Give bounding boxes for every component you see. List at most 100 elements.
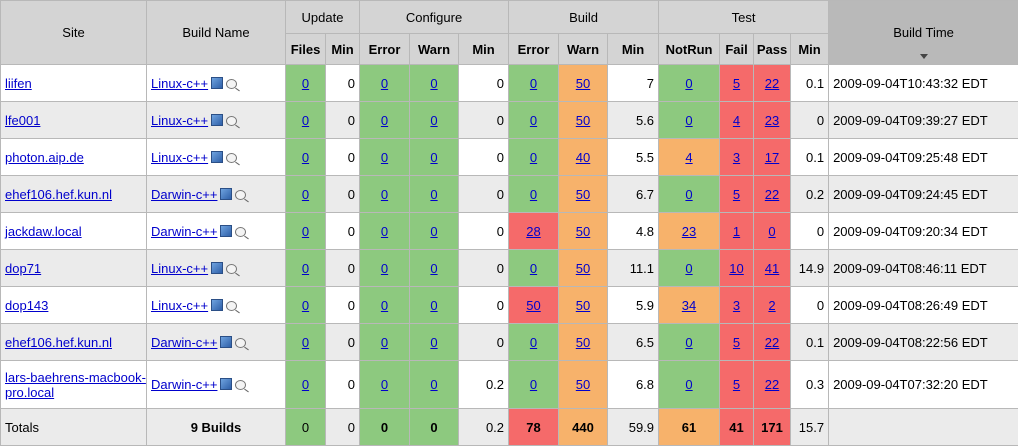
build-details-icon[interactable] bbox=[220, 188, 232, 200]
configure-error-link[interactable]: 0 bbox=[381, 76, 388, 91]
build-name-link[interactable]: Linux-c++ bbox=[151, 261, 208, 276]
build-warn-link[interactable]: 50 bbox=[576, 377, 590, 392]
site-link[interactable]: jackdaw.local bbox=[5, 224, 82, 239]
notes-magnifier-icon[interactable] bbox=[235, 227, 246, 237]
configure-warn-link[interactable]: 0 bbox=[430, 224, 437, 239]
build-error-link[interactable]: 0 bbox=[530, 261, 537, 276]
notes-magnifier-icon[interactable] bbox=[235, 338, 246, 348]
build-error-header[interactable]: Error bbox=[509, 34, 559, 65]
configure-error-link[interactable]: 0 bbox=[381, 335, 388, 350]
build-error-link[interactable]: 0 bbox=[530, 113, 537, 128]
test-pass-link[interactable]: 22 bbox=[765, 335, 779, 350]
build-warn-link[interactable]: 40 bbox=[576, 150, 590, 165]
build-details-icon[interactable] bbox=[220, 336, 232, 348]
test-pass-link[interactable]: 17 bbox=[765, 150, 779, 165]
build-error-link[interactable]: 0 bbox=[530, 150, 537, 165]
test-pass-link[interactable]: 2 bbox=[768, 298, 775, 313]
notes-magnifier-icon[interactable] bbox=[226, 301, 237, 311]
configure-warn-link[interactable]: 0 bbox=[430, 261, 437, 276]
test-notrun-link[interactable]: 0 bbox=[685, 261, 692, 276]
build-warn-link[interactable]: 50 bbox=[576, 261, 590, 276]
test-pass-link[interactable]: 22 bbox=[765, 377, 779, 392]
configure-error-link[interactable]: 0 bbox=[381, 224, 388, 239]
build-name-link[interactable]: Darwin-c++ bbox=[151, 377, 217, 392]
notes-magnifier-icon[interactable] bbox=[226, 153, 237, 163]
configure-warn-header[interactable]: Warn bbox=[410, 34, 459, 65]
update-files-link[interactable]: 0 bbox=[302, 335, 309, 350]
build-details-icon[interactable] bbox=[220, 378, 232, 390]
build-warn-link[interactable]: 50 bbox=[576, 76, 590, 91]
test-notrun-link[interactable]: 4 bbox=[685, 150, 692, 165]
update-files-link[interactable]: 0 bbox=[302, 298, 309, 313]
build-error-link[interactable]: 0 bbox=[530, 76, 537, 91]
configure-warn-link[interactable]: 0 bbox=[430, 298, 437, 313]
site-link[interactable]: ehef106.hef.kun.nl bbox=[5, 187, 112, 202]
build-error-link[interactable]: 0 bbox=[530, 187, 537, 202]
site-link[interactable]: photon.aip.de bbox=[5, 150, 84, 165]
test-fail-link[interactable]: 1 bbox=[733, 224, 740, 239]
site-link[interactable]: liifen bbox=[5, 76, 32, 91]
build-error-link[interactable]: 28 bbox=[526, 224, 540, 239]
build-warn-header[interactable]: Warn bbox=[559, 34, 608, 65]
test-fail-header[interactable]: Fail bbox=[720, 34, 754, 65]
build-details-icon[interactable] bbox=[211, 114, 223, 126]
update-files-link[interactable]: 0 bbox=[302, 150, 309, 165]
build-name-link[interactable]: Linux-c++ bbox=[151, 150, 208, 165]
test-fail-link[interactable]: 3 bbox=[733, 298, 740, 313]
build-error-link[interactable]: 0 bbox=[530, 377, 537, 392]
configure-error-link[interactable]: 0 bbox=[381, 150, 388, 165]
configure-warn-link[interactable]: 0 bbox=[430, 377, 437, 392]
site-link[interactable]: lars-baehrens-macbook-pro.local bbox=[5, 370, 146, 400]
test-pass-header[interactable]: Pass bbox=[754, 34, 791, 65]
configure-error-header[interactable]: Error bbox=[360, 34, 410, 65]
test-fail-link[interactable]: 5 bbox=[733, 76, 740, 91]
test-pass-link[interactable]: 22 bbox=[765, 76, 779, 91]
test-min-header[interactable]: Min bbox=[791, 34, 829, 65]
build-details-icon[interactable] bbox=[220, 225, 232, 237]
build-name-column-header[interactable]: Build Name bbox=[147, 1, 286, 65]
build-name-link[interactable]: Darwin-c++ bbox=[151, 187, 217, 202]
test-fail-link[interactable]: 10 bbox=[729, 261, 743, 276]
test-fail-link[interactable]: 4 bbox=[733, 113, 740, 128]
build-details-icon[interactable] bbox=[211, 151, 223, 163]
configure-warn-link[interactable]: 0 bbox=[430, 335, 437, 350]
site-link[interactable]: dop143 bbox=[5, 298, 48, 313]
update-files-link[interactable]: 0 bbox=[302, 224, 309, 239]
configure-error-link[interactable]: 0 bbox=[381, 261, 388, 276]
test-notrun-link[interactable]: 0 bbox=[685, 113, 692, 128]
configure-error-link[interactable]: 0 bbox=[381, 298, 388, 313]
notes-magnifier-icon[interactable] bbox=[226, 116, 237, 126]
build-name-link[interactable]: Darwin-c++ bbox=[151, 224, 217, 239]
update-min-header[interactable]: Min bbox=[326, 34, 360, 65]
test-pass-link[interactable]: 0 bbox=[768, 224, 775, 239]
build-name-link[interactable]: Linux-c++ bbox=[151, 113, 208, 128]
configure-error-link[interactable]: 0 bbox=[381, 377, 388, 392]
notes-magnifier-icon[interactable] bbox=[226, 264, 237, 274]
test-fail-link[interactable]: 5 bbox=[733, 187, 740, 202]
build-time-column-header[interactable]: Build Time bbox=[829, 1, 1018, 65]
configure-warn-link[interactable]: 0 bbox=[430, 76, 437, 91]
site-column-header[interactable]: Site bbox=[1, 1, 147, 65]
site-link[interactable]: ehef106.hef.kun.nl bbox=[5, 335, 112, 350]
build-name-link[interactable]: Linux-c++ bbox=[151, 76, 208, 91]
update-files-link[interactable]: 0 bbox=[302, 76, 309, 91]
update-files-link[interactable]: 0 bbox=[302, 113, 309, 128]
build-warn-link[interactable]: 50 bbox=[576, 113, 590, 128]
build-error-link[interactable]: 50 bbox=[526, 298, 540, 313]
build-warn-link[interactable]: 50 bbox=[576, 335, 590, 350]
build-details-icon[interactable] bbox=[211, 262, 223, 274]
notes-magnifier-icon[interactable] bbox=[226, 79, 237, 89]
test-notrun-link[interactable]: 0 bbox=[685, 377, 692, 392]
test-fail-link[interactable]: 5 bbox=[733, 335, 740, 350]
configure-warn-link[interactable]: 0 bbox=[430, 187, 437, 202]
configure-error-link[interactable]: 0 bbox=[381, 113, 388, 128]
test-notrun-link[interactable]: 0 bbox=[685, 335, 692, 350]
test-fail-link[interactable]: 5 bbox=[733, 377, 740, 392]
test-pass-link[interactable]: 22 bbox=[765, 187, 779, 202]
build-min-header[interactable]: Min bbox=[608, 34, 659, 65]
test-notrun-link[interactable]: 34 bbox=[682, 298, 696, 313]
build-warn-link[interactable]: 50 bbox=[576, 224, 590, 239]
test-notrun-header[interactable]: NotRun bbox=[659, 34, 720, 65]
site-link[interactable]: dop71 bbox=[5, 261, 41, 276]
configure-warn-link[interactable]: 0 bbox=[430, 150, 437, 165]
